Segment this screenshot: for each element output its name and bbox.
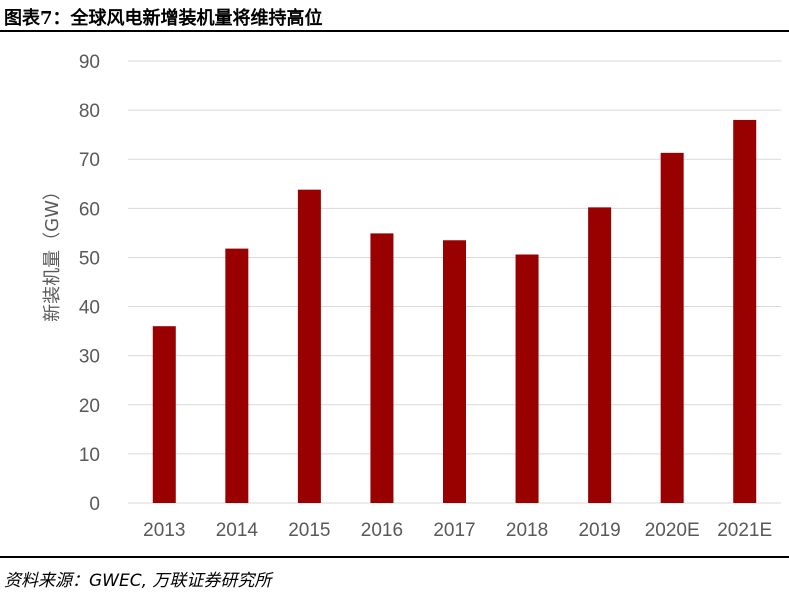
bottom-rule (0, 556, 789, 558)
x-tick-label: 2019 (578, 520, 620, 541)
y-tick-label: 50 (79, 248, 100, 269)
x-tick-label: 2014 (216, 520, 259, 541)
bar-2019 (588, 207, 612, 503)
x-tick-label: 2017 (433, 520, 475, 541)
y-tick-label: 80 (79, 101, 100, 122)
bar-2020E (660, 152, 684, 503)
x-tick-label: 2018 (506, 520, 548, 541)
bar-2016 (370, 233, 394, 503)
bar-2017 (443, 240, 466, 503)
x-axis-ticks: 2013 2014 2015 2016 2017 2018 2019 2020E 2021E (143, 520, 772, 541)
bar-2014 (225, 248, 249, 503)
y-tick-label: 10 (79, 445, 100, 466)
y-tick-label: 30 (79, 347, 100, 368)
bar-chart: 0 10 20 30 40 50 60 70 80 90 2013 2014 2015 2016 2017… (42, 52, 781, 541)
source-note: 资料来源：GWEC, 万联证券研究所 (4, 571, 272, 591)
x-tick-label: 2020E (645, 520, 700, 541)
bar-2021E (733, 119, 757, 503)
bar-2018 (515, 254, 539, 503)
bar-2013 (152, 326, 176, 503)
y-axis-ticks: 0 10 20 30 40 50 60 70 80 90 (79, 52, 100, 515)
y-axis-label: 新装机量（GW） (42, 182, 63, 322)
top-rule (0, 30, 789, 32)
x-tick-label: 2015 (288, 520, 330, 541)
bars (152, 119, 757, 503)
x-tick-label: 2021E (717, 520, 772, 541)
bar-2015 (297, 189, 321, 503)
figure-title: 图表7：全球风电新增装机量将维持高位 (4, 8, 323, 29)
y-tick-label: 70 (79, 150, 100, 171)
x-tick-label: 2016 (361, 520, 403, 541)
y-tick-label: 60 (79, 199, 100, 220)
y-tick-label: 40 (79, 298, 100, 319)
y-tick-label: 20 (79, 396, 100, 417)
y-tick-label: 90 (79, 52, 100, 73)
y-tick-label: 0 (89, 494, 100, 515)
x-tick-label: 2013 (143, 520, 185, 541)
